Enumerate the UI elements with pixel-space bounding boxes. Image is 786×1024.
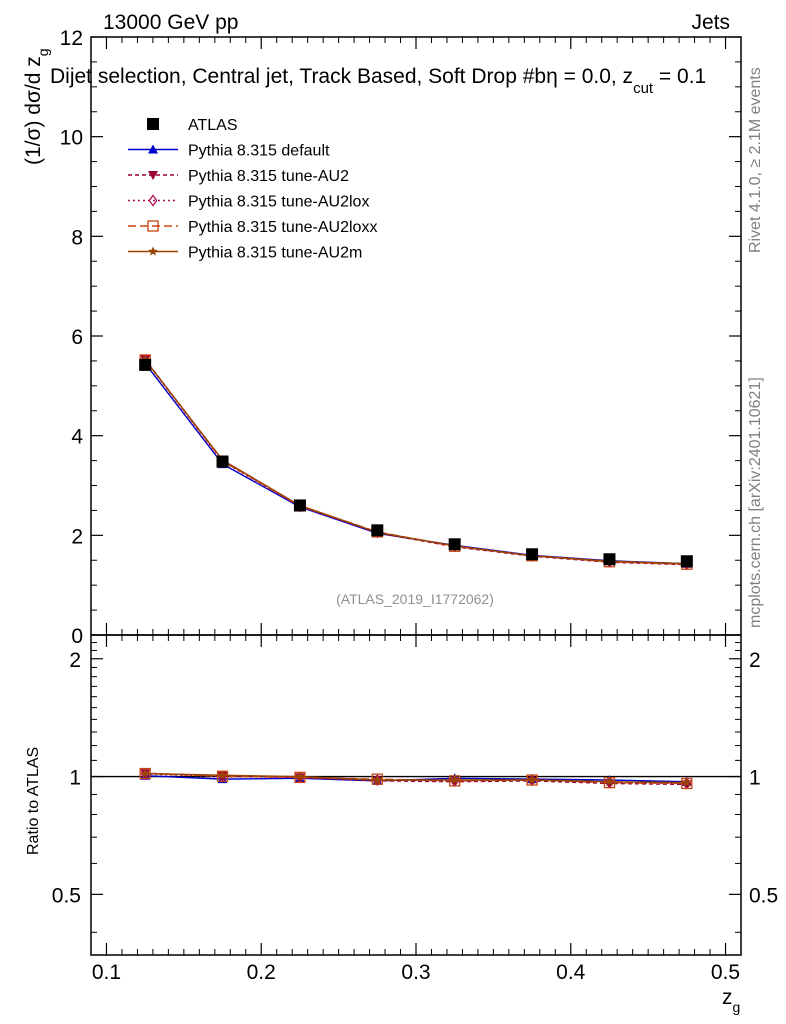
- ratio-frame: [90, 634, 742, 956]
- ratio-series-au2m: [140, 768, 692, 787]
- ratio-point-au2m: [682, 777, 692, 787]
- legend-marker-au2m: [148, 246, 158, 256]
- main-y-tick-label: 6: [71, 326, 83, 349]
- legend-marker-data: [147, 118, 159, 130]
- main-y-tick-label: 12: [60, 27, 83, 50]
- legend-marker-au2loxx: [147, 220, 159, 232]
- legend-label-au2lox: Pythia 8.315 tune-AU2lox: [188, 194, 369, 211]
- x-axis-title-main: z: [722, 986, 733, 1009]
- x-axis-title: zg: [722, 986, 740, 1015]
- ratio-point-au2m: [449, 775, 460, 785]
- main-y-tick-label: 0: [71, 625, 83, 648]
- ratio-line-au2m: [145, 772, 687, 784]
- analysis-id: (ATLAS_2019_I1772062): [336, 591, 494, 607]
- main-marks: [139, 354, 693, 571]
- x-tick-label: 0.5: [711, 961, 740, 984]
- x-tick-label: 0.4: [556, 961, 586, 984]
- ratio-y-tick-label-left: 1: [69, 767, 81, 790]
- main-y-axis-title-sub: g: [35, 48, 51, 56]
- ratio-point-au2m: [527, 775, 537, 785]
- main-point-data: [216, 455, 229, 468]
- legend-item-au2m: Pythia 8.315 tune-AU2m: [128, 245, 362, 262]
- main-y-tick-label: 4: [71, 426, 83, 449]
- legend-label-au2m: Pythia 8.315 tune-AU2m: [188, 245, 362, 262]
- legend-item-data: ATLAS: [147, 117, 238, 134]
- x-tick-label: 0.1: [92, 961, 121, 984]
- ratio-point-au2m: [372, 775, 383, 785]
- main-y-tick-label: 8: [71, 226, 83, 249]
- ratio-line-au2: [145, 772, 687, 786]
- ratio-marks: [139, 767, 693, 790]
- main-y-tick-label: 2: [71, 525, 83, 548]
- main-y-tick-label: 10: [60, 127, 83, 150]
- mcplots-label: mcplots.cern.ch [arXiv:2401.10621]: [747, 377, 764, 628]
- legend-label-au2loxx: Pythia 8.315 tune-AU2loxx: [188, 219, 377, 236]
- ratio-point-au2m: [295, 771, 305, 781]
- legend: ATLAS Pythia 8.315 default Pythia 8.315 tu…: [128, 117, 377, 262]
- category-label: Jets: [691, 11, 730, 34]
- plot-title-eta: η = 0.0, z: [546, 65, 633, 88]
- main-y-axis-title: (1/σ) dσ/d zg: [22, 48, 51, 165]
- main-y-axis-title-main: (1/σ) dσ/d z: [22, 56, 45, 165]
- x-tick-label: 0.3: [401, 961, 430, 984]
- ratio-point-au2m: [217, 770, 228, 780]
- legend-marker-au2lox: [148, 194, 158, 207]
- ratio-y-tick-label-left: 2: [69, 649, 81, 672]
- main-point-data: [293, 499, 306, 512]
- main-point-data: [139, 358, 152, 371]
- ratio-point-au2m: [140, 768, 150, 778]
- plot-title-main: Dijet selection, Central jet, Track Base…: [50, 65, 546, 88]
- ratio-y-tick-label-right: 0.5: [749, 884, 778, 907]
- main-point-data: [526, 548, 539, 561]
- main-point-data: [448, 538, 461, 551]
- main-series-data: [139, 358, 693, 568]
- plot-title-sub: cut: [633, 80, 654, 97]
- ratio-y-tick-label-right: 2: [749, 649, 761, 672]
- ratio-axes: 0.5 0.5 1 1 2 2 0.1 0.2 0.3 0.4 0.5: [52, 634, 778, 984]
- legend-marker-au2: [148, 171, 158, 180]
- main-line-au2m: [144, 359, 687, 565]
- main-axes: 0 2 4 6 8 10 12: [60, 27, 742, 648]
- x-axis-title-sub: g: [733, 999, 741, 1015]
- ratio-y-tick-label-right: 1: [749, 767, 761, 790]
- legend-item-default: Pythia 8.315 default: [128, 143, 330, 160]
- ratio-point-au2m: [604, 776, 615, 786]
- main-point-data: [603, 553, 616, 566]
- legend-label-data: ATLAS: [188, 117, 238, 134]
- legend-item-au2: Pythia 8.315 tune-AU2: [128, 168, 349, 185]
- rivet-label: Rivet 4.1.0, ≥ 2.1M events: [747, 67, 764, 253]
- legend-label-au2: Pythia 8.315 tune-AU2: [188, 168, 349, 185]
- main-point-data: [680, 555, 693, 568]
- main-point-data: [371, 524, 384, 537]
- ratio-y-tick-label-left: 0.5: [52, 884, 81, 907]
- x-tick-label: 0.2: [247, 961, 276, 984]
- legend-item-au2lox: Pythia 8.315 tune-AU2lox: [128, 194, 369, 211]
- plot-title: Dijet selection, Central jet, Track Base…: [50, 65, 706, 97]
- legend-marker-default: [148, 144, 158, 154]
- legend-label-default: Pythia 8.315 default: [188, 143, 330, 160]
- ratio-y-axis-title: Ratio to ATLAS: [25, 747, 42, 855]
- legend-item-au2loxx: Pythia 8.315 tune-AU2loxx: [128, 219, 377, 236]
- energy-label: 13000 GeV pp: [103, 11, 238, 34]
- plot-title-tail: = 0.1: [653, 65, 706, 88]
